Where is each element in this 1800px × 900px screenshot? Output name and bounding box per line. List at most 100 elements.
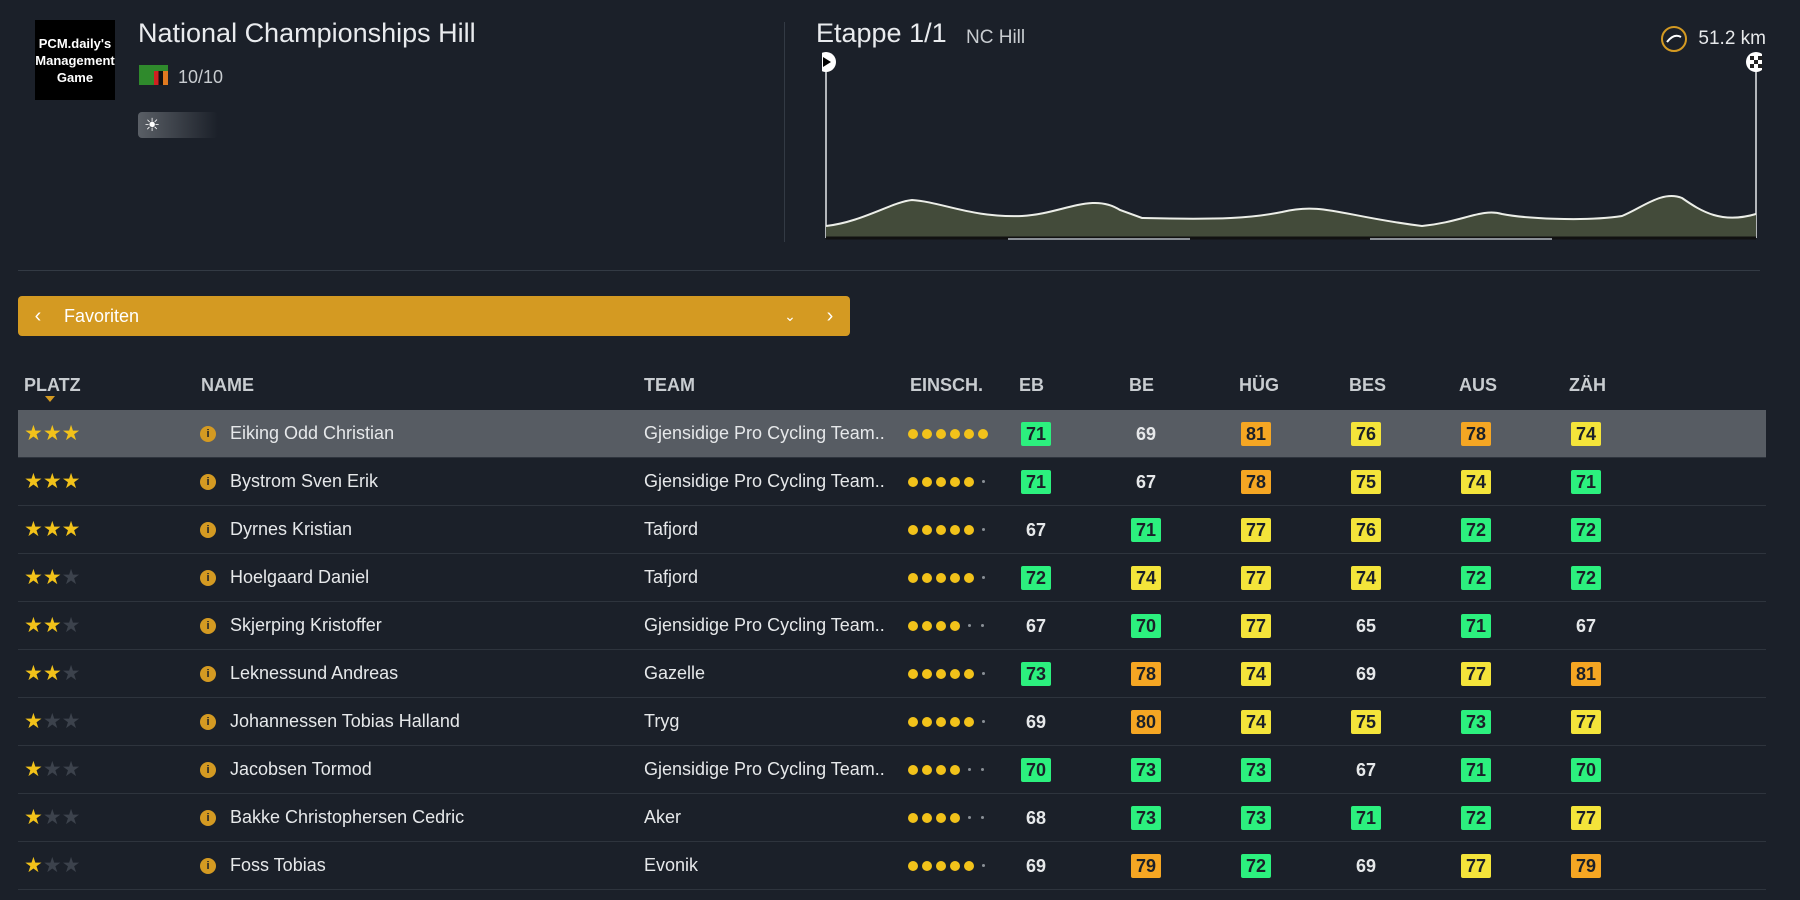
info-icon[interactable]: i — [200, 794, 216, 841]
form-dot — [981, 816, 984, 819]
form-dot — [936, 620, 946, 631]
info-icon[interactable]: i — [200, 458, 216, 505]
prev-filter-button[interactable]: ‹ — [34, 304, 42, 327]
col-zah[interactable]: ZÄH — [1569, 375, 1606, 395]
stat-bes: 74 — [1349, 554, 1383, 601]
stat-aus: 77 — [1459, 650, 1493, 697]
stat-value: 72 — [1571, 565, 1601, 590]
info-icon[interactable]: i — [200, 698, 216, 745]
star-icon: ★ — [24, 566, 43, 589]
form-dot — [982, 480, 985, 483]
race-title: National Championships Hill — [138, 18, 476, 48]
rating-stars: ★ ★ ★ — [24, 746, 80, 793]
form-dot — [964, 428, 974, 439]
star-icon: ★ — [42, 566, 62, 589]
stat-be: 73 — [1129, 746, 1163, 793]
stat-zah: 70 — [1569, 746, 1603, 793]
table-row[interactable]: ★ ★ ★ i Hoelgaard Daniel Tafjord 72 74 77 74 72 72 — [18, 554, 1766, 602]
col-platz[interactable]: PLATZ — [24, 375, 81, 395]
info-icon[interactable]: i — [200, 746, 216, 793]
table-header: PLATZ NAME TEAM EINSCH. EB BE HÜG BES AU… — [18, 372, 1766, 402]
rider-name[interactable]: Foss Tobias — [230, 855, 326, 875]
next-filter-button[interactable]: › — [826, 304, 834, 327]
chevron-down-icon[interactable]: ⌄ — [784, 307, 796, 324]
stat-hug: 72 — [1239, 842, 1273, 889]
stat-value: 77 — [1241, 613, 1271, 638]
rider-name[interactable]: Jacobsen Tormod — [230, 759, 372, 779]
col-be[interactable]: BE — [1129, 375, 1155, 395]
rider-name[interactable]: Dyrnes Kristian — [230, 519, 353, 539]
form-dot — [936, 524, 946, 535]
col-bes[interactable]: BES — [1349, 375, 1387, 395]
stage-title: Etappe 1/1 — [816, 18, 947, 48]
stat-hug: 74 — [1239, 650, 1273, 697]
form-dot — [936, 812, 946, 823]
filter-selector[interactable]: ‹ Favoriten ⌄ › — [18, 296, 850, 336]
form-dot — [936, 476, 946, 487]
table-row[interactable]: ★ ★ ★ i Bystrom Sven Erik Gjensidige Pro Cycl… — [18, 458, 1766, 506]
stat-be: 74 — [1129, 554, 1163, 601]
info-icon[interactable]: i — [200, 554, 216, 601]
filter-label: Favoriten — [64, 305, 140, 326]
rider-name[interactable]: Skjerping Kristoffer — [230, 615, 382, 635]
form-dot — [922, 620, 932, 631]
stat-bes: 65 — [1349, 602, 1383, 649]
star-icon: ★ — [24, 470, 43, 493]
rider-name[interactable]: Bystrom Sven Erik — [230, 471, 379, 491]
col-name[interactable]: NAME — [201, 375, 254, 395]
stat-be: 67 — [1129, 458, 1163, 505]
col-hug[interactable]: HÜG — [1239, 375, 1279, 395]
info-icon[interactable]: i — [200, 842, 216, 889]
info-icon[interactable]: i — [200, 602, 216, 649]
info-icon[interactable]: i — [200, 506, 216, 553]
stage-profile — [822, 52, 1762, 240]
distance-icon — [1661, 26, 1688, 52]
form-dots — [908, 602, 990, 649]
rider-name[interactable]: Eiking Odd Christian — [230, 423, 395, 443]
stat-value: 73 — [1131, 757, 1161, 782]
col-team[interactable]: TEAM — [644, 375, 695, 395]
stat-hug: 81 — [1239, 410, 1273, 457]
form-dot — [950, 620, 960, 631]
col-einsch[interactable]: EINSCH. — [910, 375, 984, 395]
stat-value: 69 — [1135, 423, 1157, 444]
stat-value: 79 — [1571, 853, 1601, 878]
table-row[interactable]: ★ ★ ★ i Bakke Christophersen Cedric Aker 68 73 7… — [18, 794, 1766, 842]
stat-value: 72 — [1461, 517, 1491, 542]
rider-name[interactable]: Leknessund Andreas — [230, 663, 399, 683]
stat-eb: 68 — [1019, 794, 1053, 841]
stat-eb: 73 — [1019, 650, 1053, 697]
info-icon[interactable]: i — [200, 650, 216, 697]
col-aus[interactable]: AUS — [1459, 375, 1498, 395]
form-dot — [950, 428, 960, 439]
form-dots — [908, 650, 991, 697]
form-dot — [968, 816, 971, 819]
table-row[interactable]: ★ ★ ★ i Skjerping Kristoffer Gjensidige Pro C… — [18, 602, 1766, 650]
stat-value: 80 — [1131, 709, 1161, 734]
form-dot — [936, 572, 946, 583]
table-row[interactable]: ★ ★ ★ i Dyrnes Kristian Tafjord 67 71 77 76 72 72 — [18, 506, 1766, 554]
form-dot — [968, 768, 971, 771]
info-icon[interactable]: i — [200, 410, 216, 457]
rider-name[interactable]: Johannessen Tobias Halland — [230, 711, 460, 731]
stat-be: 79 — [1129, 842, 1163, 889]
table-row[interactable]: ★ ★ ★ i Johannessen Tobias Halland Tryg 69 80 74… — [18, 698, 1766, 746]
table-row[interactable]: ★ ★ ★ i Foss Tobias Evonik 69 79 72 69 77 79 — [18, 842, 1766, 890]
stat-bes: 75 — [1349, 458, 1383, 505]
form-dot — [978, 428, 988, 439]
stat-eb: 69 — [1019, 698, 1053, 745]
form-dot — [936, 764, 946, 775]
table-row[interactable]: ★ ★ ★ i Eiking Odd Christian Gjensidige Pro C… — [18, 410, 1766, 458]
rider-name[interactable]: Bakke Christophersen Cedric — [230, 807, 465, 827]
col-eb[interactable]: EB — [1019, 375, 1045, 395]
form-dot — [950, 716, 960, 727]
table-row[interactable]: ★ ★ ★ i Leknessund Andreas Gazelle 73 78 74 69 77 8… — [18, 650, 1766, 698]
stat-value: 70 — [1021, 757, 1051, 782]
table-row[interactable]: ★ ★ ★ i Jacobsen Tormod Gjensidige Pro Cyclin… — [18, 746, 1766, 794]
stat-aus: 73 — [1459, 698, 1493, 745]
form-dots — [908, 554, 991, 601]
form-dot — [964, 668, 974, 679]
form-dot — [950, 476, 960, 487]
rider-name[interactable]: Hoelgaard Daniel — [230, 567, 370, 587]
stat-value: 67 — [1025, 519, 1047, 540]
